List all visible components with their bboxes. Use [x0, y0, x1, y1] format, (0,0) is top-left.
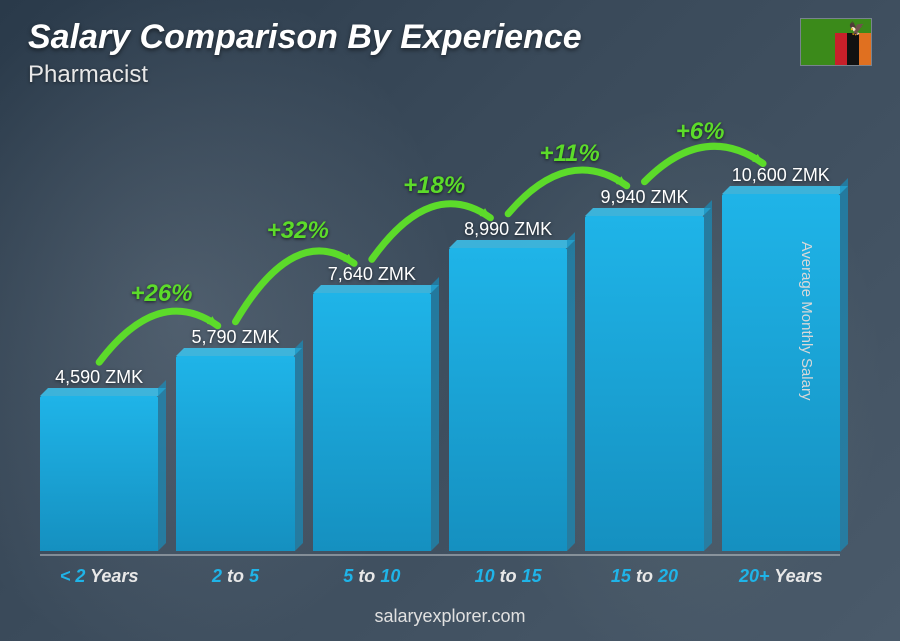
x-axis: < 2 Years 2 to 5 5 to 10 10 to 15 15 to 20 20… — [40, 554, 840, 587]
x-axis-label: 5 to 10 — [313, 566, 431, 587]
x-axis-label: 20+ Years — [722, 566, 840, 587]
bar — [313, 293, 431, 551]
bar-value-label: 5,790 ZMK — [191, 327, 279, 348]
chart-area: 4,590 ZMK 5,790 ZMK 7,640 ZMK 8,990 ZMK 9,94… — [40, 120, 840, 551]
y-axis-label: Average Monthly Salary — [798, 241, 815, 400]
bar-wrap: 9,940 ZMK — [585, 120, 703, 551]
flag-stripe-black — [847, 33, 859, 65]
footer-attribution: salaryexplorer.com — [0, 606, 900, 627]
x-axis-label: 2 to 5 — [176, 566, 294, 587]
flag-stripe-red — [835, 33, 847, 65]
flag-stripe-orange — [859, 33, 871, 65]
chart-subtitle: Pharmacist — [28, 61, 872, 89]
bar — [40, 396, 158, 551]
growth-pct-label: +6% — [676, 118, 725, 146]
bar-value-label: 4,590 ZMK — [55, 367, 143, 388]
bar-value-label: 9,940 ZMK — [600, 187, 688, 208]
bar-value-label: 7,640 ZMK — [328, 264, 416, 285]
flag-eagle-icon: 🦅 — [849, 21, 865, 37]
x-axis-label: 10 to 15 — [449, 566, 567, 587]
header: Salary Comparison By Experience Pharmaci… — [28, 18, 872, 89]
bar-wrap: 10,600 ZMK — [722, 120, 840, 551]
bar — [176, 356, 294, 551]
bar-wrap: 4,590 ZMK — [40, 120, 158, 551]
x-axis-label: 15 to 20 — [585, 566, 703, 587]
bar-value-label: 10,600 ZMK — [732, 165, 830, 186]
bar-value-label: 8,990 ZMK — [464, 219, 552, 240]
growth-pct-label: +26% — [130, 280, 192, 308]
bar-wrap: 5,790 ZMK — [176, 120, 294, 551]
growth-pct-label: +11% — [539, 140, 599, 168]
bar-wrap: 8,990 ZMK — [449, 120, 567, 551]
bar — [585, 216, 703, 551]
bar — [449, 248, 567, 551]
flag-stripes — [835, 33, 871, 65]
x-axis-label: < 2 Years — [40, 566, 158, 587]
growth-pct-label: +18% — [403, 172, 465, 200]
bar — [722, 194, 840, 552]
growth-pct-label: +32% — [267, 217, 329, 245]
chart-title: Salary Comparison By Experience — [28, 18, 872, 57]
country-flag-zambia: 🦅 — [800, 18, 872, 66]
